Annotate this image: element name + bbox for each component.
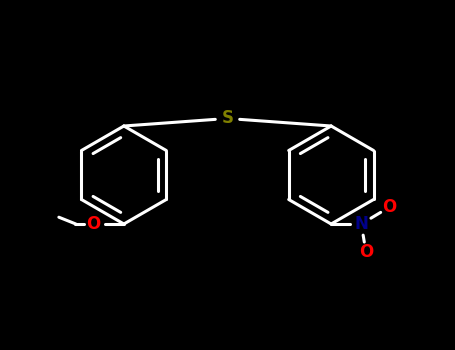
- Text: S: S: [222, 110, 233, 127]
- Text: O: O: [359, 243, 373, 261]
- Text: O: O: [86, 215, 101, 233]
- Text: N: N: [354, 215, 368, 233]
- Text: O: O: [382, 198, 397, 216]
